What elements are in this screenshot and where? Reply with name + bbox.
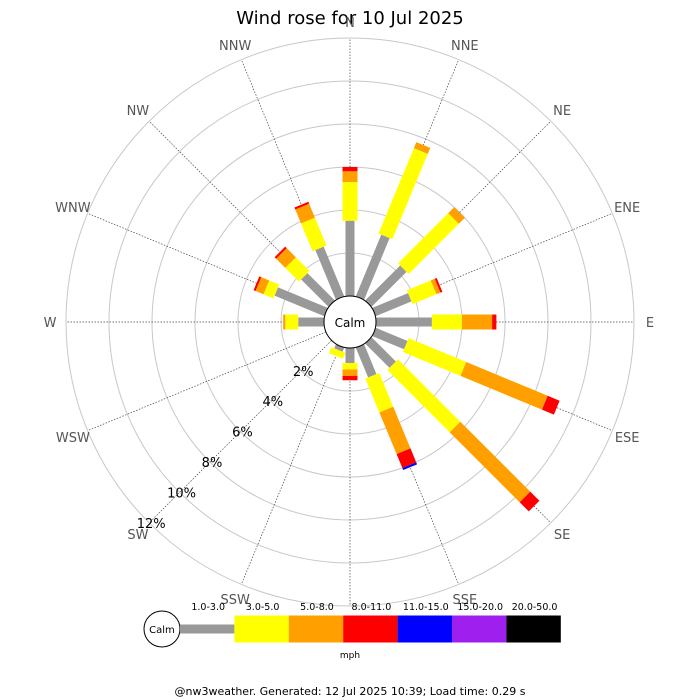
bar-ene-bin-2 <box>430 278 441 295</box>
bar-nnw-bin-1 <box>301 217 327 252</box>
bar-sse-bin-1 <box>365 372 394 413</box>
bar-nne-bin-1 <box>378 148 428 240</box>
legend-label-6: 20.0-50.0 <box>512 602 558 613</box>
calm-label: Calm <box>335 316 366 330</box>
legend-unit: mph <box>340 651 360 661</box>
legend-swatch-1 <box>234 615 289 643</box>
bar-sse-bin-4 <box>402 462 418 471</box>
ring-label-10: 10% <box>167 486 196 501</box>
legend-swatch-2 <box>288 615 344 643</box>
bar-wnw-bin-2 <box>255 277 270 295</box>
legend-label-5: 15.0-20.0 <box>457 602 503 613</box>
legend-calm-label: Calm <box>149 625 175 636</box>
spoke-sw <box>148 340 332 524</box>
spoke-wsw <box>87 331 327 432</box>
bar-se-bin-3 <box>519 491 540 512</box>
bar-sse-bin-3 <box>396 448 417 469</box>
legend-label-0: 1.0-3.0 <box>191 602 225 613</box>
ring-label-12: 12% <box>137 517 166 532</box>
direction-label-w: W <box>44 316 57 331</box>
bar-wnw-bin-1 <box>263 280 280 299</box>
footer-text: @nw3weather. Generated: 12 Jul 2025 10:3… <box>175 685 526 698</box>
ring-label-8: 8% <box>202 456 223 471</box>
bar-wnw-bin-3 <box>253 276 262 292</box>
ring-label-4: 4% <box>262 395 283 410</box>
bar-se-bin-0 <box>365 337 396 368</box>
calm-circle <box>323 295 377 349</box>
direction-label-sse: SSE <box>452 593 477 608</box>
bar-ese-bin-3 <box>541 395 560 415</box>
bar-se-bin-2 <box>449 421 531 503</box>
bar-nw-bin-3 <box>274 246 287 259</box>
bar-se-bin-1 <box>387 359 461 433</box>
ring-10 <box>108 80 592 564</box>
legend-swatch-5 <box>452 615 507 643</box>
speed-legend: Calm 1.0-3.0 3.0-5.0 5.0-8.0 8.0-11.0 11.0-15… <box>143 602 561 648</box>
bar-ne-bin-2 <box>448 207 465 224</box>
legend-swatch-6 <box>506 615 561 643</box>
direction-label-sw: SW <box>127 528 148 543</box>
direction-label-ssw: SSW <box>221 593 251 608</box>
bar-nw-bin-1 <box>285 257 310 282</box>
direction-label-ese: ESE <box>615 431 640 446</box>
bar-ese-bin-0 <box>372 327 408 350</box>
bar-nw-bin-2 <box>276 248 296 268</box>
bar-nnw-bin-0 <box>315 246 345 300</box>
direction-label-e: E <box>646 316 654 331</box>
bar-nnw-bin-3 <box>294 201 310 210</box>
bar-nne-bin-2 <box>413 142 431 154</box>
direction-label-ne: NE <box>553 104 571 119</box>
bar-nw-bin-0 <box>301 273 335 307</box>
legend-label-2: 5.0-8.0 <box>300 602 334 613</box>
bar-sse-bin-0 <box>355 344 377 378</box>
legend-label-4: 11.0-15.0 <box>403 602 449 613</box>
bar-ene-bin-3 <box>434 277 443 293</box>
ring-12 <box>65 37 635 607</box>
bar-ne-bin-0 <box>365 265 407 307</box>
bar-wnw-bin-0 <box>274 287 328 317</box>
direction-label-nne: NNE <box>451 39 479 54</box>
bar-ssw-bin-1 <box>329 347 346 359</box>
bar-ese-bin-1 <box>402 338 467 376</box>
bar-sse-bin-2 <box>379 406 411 455</box>
direction-label-wnw: WNW <box>55 201 91 216</box>
chart-title: Wind rose for 10 Jul 2025 <box>236 8 464 29</box>
bar-ene-bin-0 <box>372 293 412 317</box>
direction-label-ene: ENE <box>614 201 640 216</box>
legend-label-3: 8.0-11.0 <box>352 602 392 613</box>
direction-label-nnw: NNW <box>219 39 251 54</box>
ring-label-2: 2% <box>293 365 314 380</box>
direction-label-se: SE <box>554 528 570 543</box>
bar-ene-bin-1 <box>406 280 437 305</box>
spoke-ssw <box>240 345 341 585</box>
legend-label-1: 3.0-5.0 <box>246 602 280 613</box>
ring-label-6: 6% <box>232 426 253 441</box>
bar-nne-bin-0 <box>355 234 390 300</box>
direction-label-wsw: WSW <box>56 431 90 446</box>
direction-label-nw: NW <box>127 104 150 119</box>
bar-nnw-bin-2 <box>295 203 315 224</box>
direction-label-n: N <box>345 16 355 31</box>
legend-swatch-3 <box>343 615 398 643</box>
bar-ese-bin-2 <box>460 362 548 410</box>
legend-swatch-4 <box>397 615 452 643</box>
bar-ssw-bin-0 <box>334 344 345 352</box>
bar-ne-bin-1 <box>398 213 459 274</box>
legend-swatch-0 <box>180 624 235 634</box>
